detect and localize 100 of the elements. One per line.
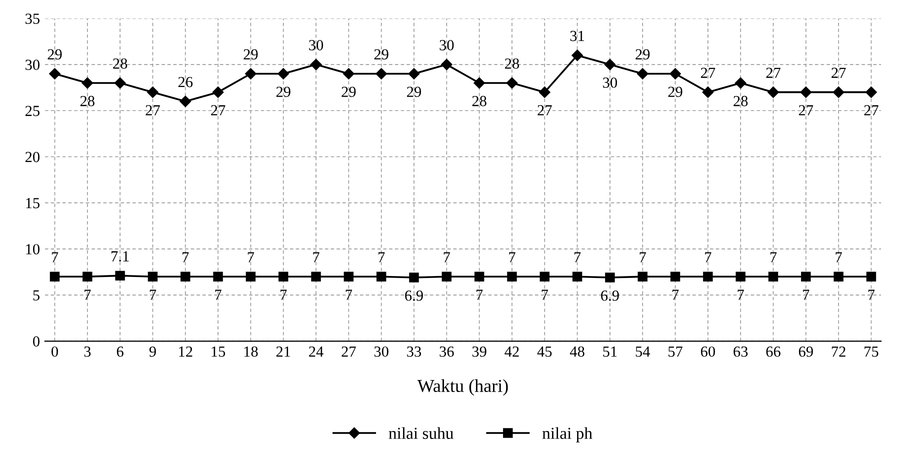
y-tick-label: 5 <box>33 290 40 300</box>
x-tick-label: 42 <box>504 346 519 357</box>
point <box>343 68 354 80</box>
data-label: 7 <box>248 252 254 262</box>
point <box>800 86 812 98</box>
x-tick-label: 27 <box>342 346 356 357</box>
data-label: 28 <box>505 58 520 69</box>
x-tick-label: 57 <box>668 346 682 357</box>
data-label: 28 <box>80 96 94 106</box>
x-tick-label: 6 <box>116 346 124 357</box>
point <box>114 77 126 89</box>
point <box>311 272 321 282</box>
point <box>734 77 746 89</box>
data-label: 7 <box>705 252 712 262</box>
point <box>832 86 844 98</box>
data-label: 29 <box>342 86 356 98</box>
data-label: 27 <box>538 105 552 116</box>
point <box>670 68 681 80</box>
data-label: 27 <box>864 105 878 116</box>
data-label: 30 <box>603 77 618 88</box>
data-label: 30 <box>440 40 454 50</box>
y-tick-label: 15 <box>26 198 40 208</box>
data-label: 27 <box>832 68 846 78</box>
point <box>376 68 387 80</box>
x-tick-label: 75 <box>864 346 878 357</box>
point <box>180 272 190 282</box>
point <box>572 50 583 61</box>
data-label: 7 <box>574 252 581 262</box>
point <box>180 96 191 108</box>
data-label: 7 <box>84 290 91 300</box>
data-label: 7 <box>313 252 320 262</box>
point <box>82 272 92 282</box>
data-label: 7.1 <box>112 251 129 262</box>
point <box>605 272 615 282</box>
point <box>115 270 125 281</box>
x-tick-label: 48 <box>570 346 584 357</box>
y-tick-label: 35 <box>26 14 40 24</box>
point <box>409 272 419 282</box>
data-label: 28 <box>472 96 486 106</box>
data-label: 6.9 <box>405 290 423 301</box>
point <box>212 86 224 98</box>
x-tick-label: 60 <box>700 346 715 357</box>
x-tick-label: 63 <box>734 346 748 357</box>
data-label: 29 <box>636 49 650 60</box>
x-tick-label: 66 <box>766 346 780 357</box>
point <box>213 272 223 282</box>
point <box>604 58 616 70</box>
point <box>50 272 60 282</box>
point <box>702 86 714 98</box>
point <box>442 272 452 282</box>
data-label: 28 <box>113 58 128 69</box>
point <box>278 68 289 80</box>
y-tick-label: 30 <box>26 60 40 70</box>
y-tick-label: 25 <box>25 106 40 116</box>
point <box>703 272 713 282</box>
data-label: 7 <box>836 252 842 262</box>
data-label: 7 <box>346 290 352 300</box>
point <box>768 272 778 282</box>
point <box>768 86 779 98</box>
data-label: 30 <box>309 40 324 50</box>
x-tick-label: 51 <box>603 346 617 357</box>
data-label: 29 <box>276 86 290 98</box>
x-tick-label: 39 <box>472 346 486 357</box>
data-label: 7 <box>770 252 777 262</box>
point <box>246 272 256 282</box>
data-label: 7 <box>52 252 58 262</box>
x-tick-label: 21 <box>276 346 290 357</box>
x-tick-label: 24 <box>309 346 324 357</box>
x-tick-label: 15 <box>212 346 226 357</box>
point <box>344 272 354 282</box>
point <box>539 86 550 98</box>
point <box>148 272 158 282</box>
data-label: 27 <box>146 105 160 116</box>
point <box>540 272 550 282</box>
point <box>441 58 452 70</box>
data-label: 27 <box>766 68 780 78</box>
data-label: 29 <box>244 49 258 60</box>
point <box>310 58 322 70</box>
data-label: 27 <box>798 105 814 116</box>
point <box>49 68 60 80</box>
data-label: 7 <box>738 290 744 300</box>
point <box>147 86 158 98</box>
point <box>866 86 877 98</box>
point <box>572 272 582 282</box>
data-label: 7 <box>444 252 450 262</box>
data-label: 29 <box>374 49 388 60</box>
data-label: 29 <box>407 86 422 98</box>
legend-label: nilai ph <box>542 427 592 442</box>
point <box>474 77 485 89</box>
x-tick-label: 33 <box>407 346 422 357</box>
point <box>637 68 648 80</box>
point <box>245 68 256 80</box>
x-tick-label: 18 <box>244 346 258 357</box>
x-tick-label: 69 <box>798 346 813 357</box>
x-tick-label: 54 <box>636 346 650 357</box>
point <box>82 77 94 89</box>
data-label: 28 <box>734 96 748 106</box>
data-label: 6.9 <box>601 290 619 301</box>
y-tick-label: 0 <box>33 336 40 347</box>
data-label: 7 <box>542 290 548 300</box>
